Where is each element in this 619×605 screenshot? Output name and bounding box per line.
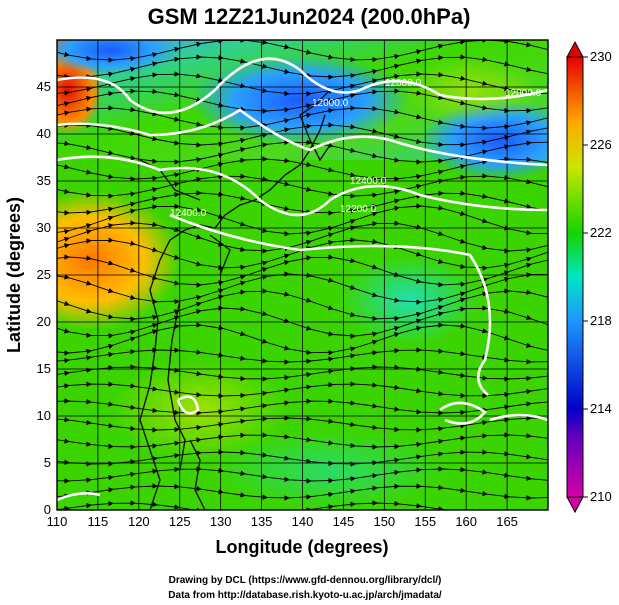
y-tick-label: 40 [37, 126, 51, 141]
y-axis: 0 5 10 15 20 25 30 35 40 45 [37, 79, 51, 517]
contour-label: 12400.0 [170, 208, 207, 219]
x-tick-label: 150 [373, 514, 395, 529]
map-field: 12000.0 12000.0 12400.0 12400.0 12200.0 … [57, 40, 548, 510]
x-axis-label: Longitude (degrees) [215, 537, 388, 557]
x-tick-label: 130 [210, 514, 232, 529]
x-tick-label: 145 [333, 514, 355, 529]
coastline [139, 89, 331, 510]
contour-12000 [57, 57, 548, 115]
x-axis: 110 115 120 125 130 135 140 145 150 155 160 165 [47, 514, 518, 529]
streamline [57, 466, 548, 484]
x-tick-label: 135 [251, 514, 273, 529]
y-axis-label: Latitude (degrees) [4, 197, 24, 353]
x-tick-label: 160 [455, 514, 477, 529]
x-tick-label: 115 [88, 514, 109, 529]
colorbar: 210 214 218 222 226 230 [566, 40, 612, 514]
map-title: GSM 12Z21Jun2024 (200.0hPa) [148, 4, 471, 29]
contour-southwest [57, 492, 101, 502]
cold-region-northwest [57, 40, 180, 75]
contour-12400 [57, 155, 548, 217]
colorbar-tick-label: 218 [590, 313, 612, 328]
credit-drawing: Drawing by DCL (https://www.gfd-dennou.o… [169, 575, 442, 586]
colorbar-tick-label: 230 [590, 49, 612, 64]
y-tick-label: 45 [37, 79, 51, 94]
colorbar-tick-label: 222 [590, 225, 612, 240]
x-tick-label: 155 [414, 514, 436, 529]
y-tick-label: 0 [44, 502, 51, 517]
x-tick-label: 110 [47, 514, 68, 529]
y-tick-label: 10 [37, 408, 51, 423]
colorbar-scale [566, 56, 584, 498]
contour-label: 12000.0 [312, 98, 349, 109]
colorbar-max-arrow [566, 40, 584, 58]
contour-label: 12200.0 [340, 204, 377, 215]
colorbar-tick-label: 226 [590, 137, 612, 152]
contour-12200 [57, 108, 548, 167]
contour-closed-west [176, 395, 200, 415]
streamline [57, 347, 548, 365]
height-contours [57, 57, 548, 502]
y-tick-label: 15 [37, 361, 51, 376]
plot-frame [56, 39, 549, 511]
warm-region-west [57, 190, 180, 330]
colorbar-min-arrow [566, 496, 584, 514]
streamline [57, 483, 548, 501]
x-tick-label: 140 [292, 514, 314, 529]
streamline [57, 415, 548, 433]
x-tick-label: 165 [496, 514, 518, 529]
cool-region-central [340, 255, 480, 345]
colorbar-tick-label: 214 [590, 401, 612, 416]
credit-data: Data from http://database.rish.kyoto-u.a… [168, 590, 442, 601]
streamline [57, 398, 548, 416]
y-tick-label: 35 [37, 173, 51, 188]
y-tick-label: 20 [37, 314, 51, 329]
colorbar-tick-label: 210 [590, 489, 612, 504]
contour-closed-east [439, 401, 487, 425]
y-tick-label: 25 [37, 267, 51, 282]
streamline [57, 432, 548, 450]
x-tick-label: 120 [128, 514, 150, 529]
contour-label: 12000.0 [385, 78, 422, 89]
contour-east-edge [489, 413, 548, 422]
contour-12400-south [169, 213, 492, 396]
y-tick-label: 30 [37, 220, 51, 235]
contour-label: 12000.0 [505, 88, 542, 99]
contour-label: 12400.0 [350, 176, 387, 187]
streamlines [57, 40, 548, 510]
y-tick-label: 5 [44, 455, 51, 470]
x-tick-label: 125 [169, 514, 191, 529]
streamline [57, 364, 548, 382]
streamline [57, 449, 548, 467]
